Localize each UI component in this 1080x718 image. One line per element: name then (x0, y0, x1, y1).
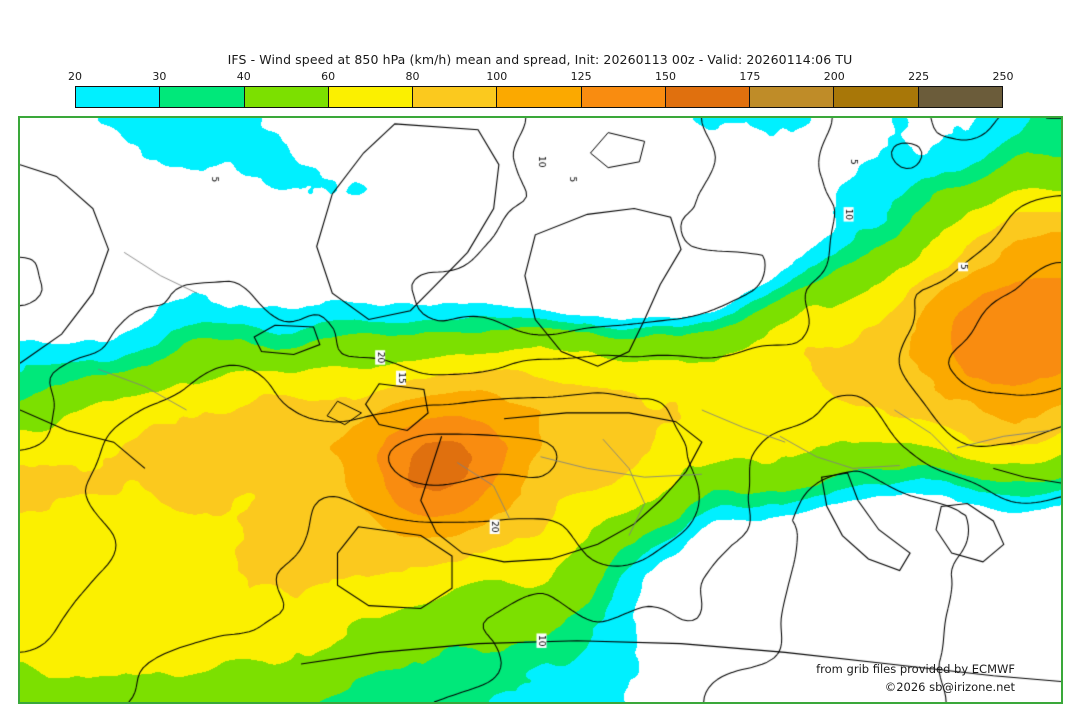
colorbar-tick: 100 (486, 70, 508, 83)
colorbar-segment (581, 87, 666, 107)
colorbar-segment (918, 87, 1002, 107)
colorbar-tick: 80 (405, 70, 420, 83)
colorbar: 20 30 40 60 80 100 125 150 175 200 225 250 (68, 70, 1014, 108)
colorbar-tick: 200 (823, 70, 845, 83)
colorbar-segment (834, 87, 919, 107)
colorbar-segment (665, 87, 751, 107)
colorbar-tick: 250 (992, 70, 1014, 83)
colorbar-tick: 40 (236, 70, 251, 83)
attribution-source: from grib files provided by ECMWF (816, 662, 1015, 676)
colorbar-tick: 60 (321, 70, 336, 83)
map-panel[interactable]: from grib files provided by ECMWF ©2026 … (18, 116, 1063, 704)
colorbar-gradient (75, 86, 1003, 108)
colorbar-tick-labels: 20 30 40 60 80 100 125 150 175 200 225 250 (68, 70, 1014, 86)
colorbar-segment (328, 87, 414, 107)
colorbar-segment (76, 87, 161, 107)
page-title: IFS - Wind speed at 850 hPa (km/h) mean … (227, 52, 853, 67)
colorbar-tick: 20 (68, 70, 82, 83)
colorbar-tick: 150 (655, 70, 677, 83)
colorbar-tick: 30 (152, 70, 167, 83)
colorbar-segment (160, 87, 245, 107)
colorbar-segment (497, 87, 582, 107)
colorbar-tick: 175 (739, 70, 761, 83)
map-contour-field[interactable] (20, 118, 1061, 702)
colorbar-segment (750, 87, 835, 107)
colorbar-segment (413, 87, 498, 107)
colorbar-segment (244, 87, 329, 107)
colorbar-tick: 225 (908, 70, 930, 83)
colorbar-tick: 125 (570, 70, 592, 83)
attribution-copyright: ©2026 sb@irizone.net (884, 680, 1015, 694)
